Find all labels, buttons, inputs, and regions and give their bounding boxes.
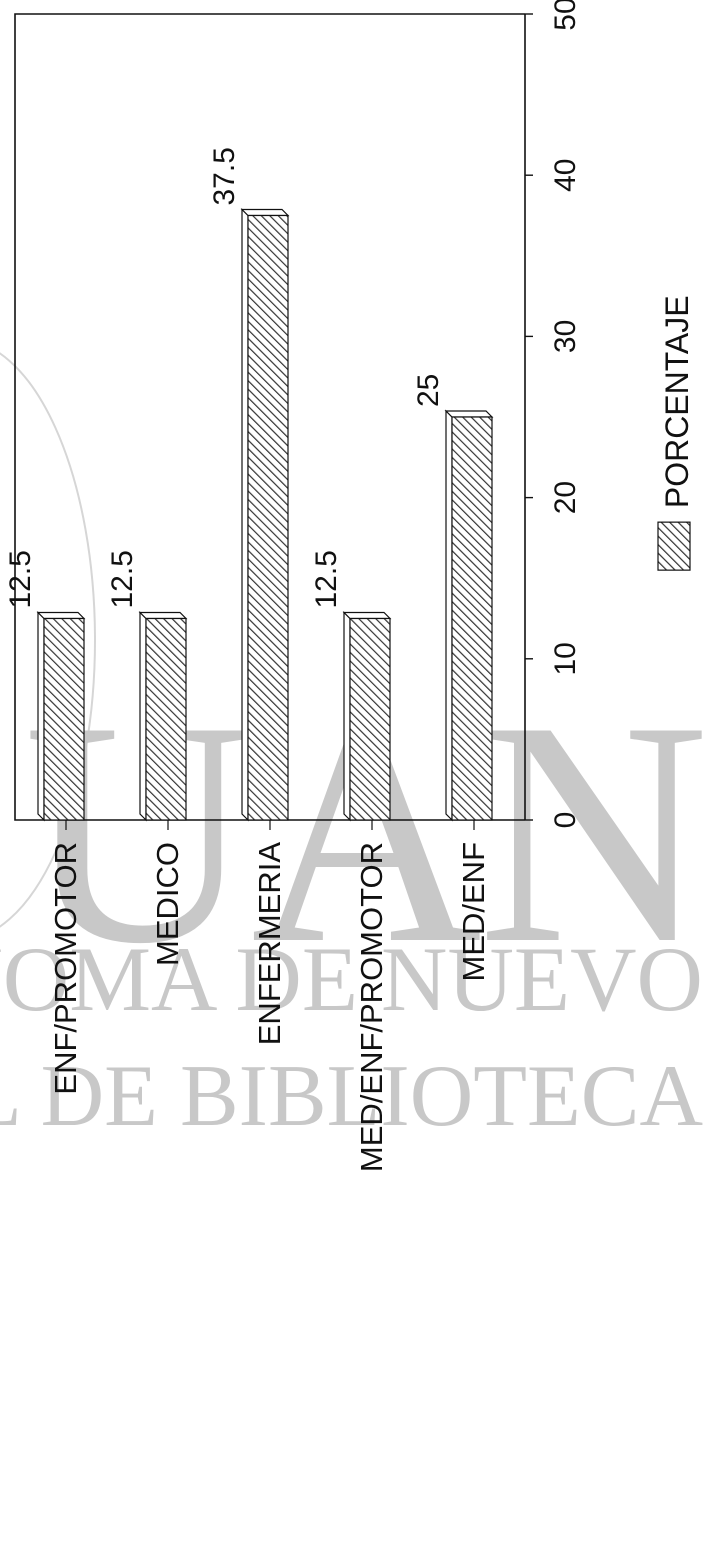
data-label-0: 25	[412, 374, 445, 407]
category-label-0: MED/ENF	[456, 842, 491, 982]
data-label-2: 37.5	[208, 147, 241, 205]
data-label-3: 12.5	[106, 550, 139, 608]
bar-end-0	[444, 410, 494, 418]
watermark-seal	[0, 352, 96, 928]
category-label-1: MED/ENF/PROMOTOR	[354, 842, 389, 1172]
plot-area: 0 10 20 30 40 50 25 MED/ENF 12.5 MED/ENF/PROMOTOR…	[4, 0, 695, 1172]
bar-top-2	[241, 208, 249, 822]
legend-swatch	[657, 521, 691, 571]
value-tick-label-5: 50	[549, 0, 582, 31]
bar-4	[43, 617, 85, 821]
bar-0	[451, 416, 493, 821]
data-label-4: 12.5	[4, 550, 37, 608]
bar-top-0	[445, 409, 453, 822]
value-tick-label-2: 20	[549, 481, 582, 514]
value-tick-label-0: 0	[549, 812, 582, 829]
category-label-2: ENFERMERIA	[252, 842, 287, 1046]
bar-top-3	[139, 611, 147, 822]
bar-2	[247, 214, 289, 821]
watermark-line-2: ÓN GENERAL DE BIBLIOTECA	[0, 1048, 703, 1145]
category-label-4: ENF/PROMOTOR	[48, 842, 83, 1095]
bar-end-2	[240, 208, 290, 217]
bar-end-3	[138, 611, 188, 620]
watermark-line-1: AD AUTÓNOMA DE NUEVO	[0, 928, 703, 1030]
value-tick-label-1: 10	[549, 642, 582, 675]
bar-end-4	[36, 611, 86, 620]
data-label-1: 12.5	[310, 550, 343, 608]
watermark: UAN AD AUTÓNOMA DE NUEVO ÓN GENERAL DE B…	[0, 352, 703, 1145]
legend-label: PORCENTAJE	[659, 295, 695, 508]
bar-3	[145, 617, 187, 821]
bar-top-4	[37, 611, 45, 822]
bar-top-1	[343, 611, 351, 822]
bar-1	[349, 617, 391, 821]
category-label-3: MEDICO	[150, 842, 185, 966]
value-tick-label-4: 40	[549, 159, 582, 192]
value-tick-label-3: 30	[549, 320, 582, 353]
bar-end-1	[342, 611, 392, 620]
